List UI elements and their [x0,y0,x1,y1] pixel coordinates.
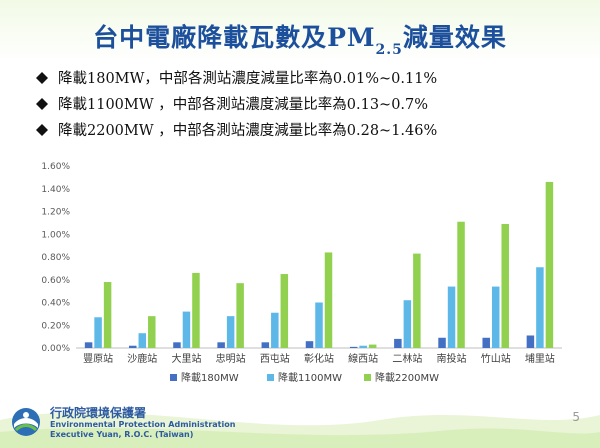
title-subscript: 2.5 [375,42,403,58]
x-tick-label: 竹山站 [481,352,511,365]
y-tick-label: 1.40% [41,185,70,195]
legend-label: 降載180MW [181,371,239,384]
title-tail: 減量效果 [402,23,507,52]
header-band [0,0,600,62]
bullet-text: 降載180MW，中部各測站濃度減量比率為0.01%~0.11% [58,71,438,87]
page-number: 5 [572,410,580,424]
x-tick-label: 西屯站 [260,352,290,365]
bar [526,335,535,348]
bar [94,317,102,348]
bar [349,346,358,348]
x-tick-label: 南投站 [437,352,467,365]
diamond-bullet-icon [36,72,48,84]
bar [545,181,554,348]
agency-name: 行政院環境保護署 [50,406,147,420]
epa-logo-icon [12,408,40,436]
agency-english-name: Environmental Protection Administration [50,420,236,429]
bullet-item: 降載2200MW ，中部各測站濃度減量比率為0.28~1.46% [36,118,596,144]
x-tick-label: 線西站 [348,352,378,365]
bullet-text: 降載1100MW ，中部各測站濃度減量比率為0.13~0.7% [58,97,429,113]
bar [413,253,421,348]
legend-label: 降載2200MW [375,371,439,384]
bar [482,337,490,348]
bar [359,345,367,348]
bar [182,311,191,348]
bar [536,267,544,348]
y-tick-label: 0.60% [41,276,70,286]
y-tick-label: 1.20% [41,208,70,218]
bullet-item: 降載1100MW ，中部各測站濃度減量比率為0.13~0.7% [36,92,596,118]
bar [501,224,509,348]
agency-english-subtitle: Executive Yuan, R.O.C. (Taiwan) [50,430,194,439]
diamond-bullet-icon [36,124,48,136]
y-tick-label: 0.40% [41,299,70,309]
bar [438,337,446,348]
x-tick-label: 二林站 [392,352,422,365]
bar [324,252,333,348]
bar [148,316,156,348]
bar [305,341,314,348]
bar [491,286,500,348]
y-tick-label: 0.20% [41,321,70,331]
bar [280,274,289,348]
title-main: 台中電廠降載瓦數及PM [93,23,376,52]
bar [447,286,456,348]
y-tick-label: 1.00% [41,230,70,240]
bullet-item: 降載180MW，中部各測站濃度減量比率為0.01%~0.11% [36,66,596,92]
bar [403,300,412,348]
bullet-text: 降載2200MW ，中部各測站濃度減量比率為0.28~1.46% [58,123,438,139]
x-tick-label: 豐原站 [83,352,113,365]
bar [261,342,270,348]
diamond-bullet-icon [36,98,48,110]
bar [457,221,465,348]
legend-swatch [267,374,274,381]
x-tick-label: 沙鹿站 [127,352,157,365]
bar [192,272,200,348]
legend-swatch [170,374,177,381]
bar [138,333,147,348]
slide-title: 台中電廠降載瓦數及PM2.5減量效果 [0,18,600,58]
reduction-bar-chart: 0.00% 0.20% 0.40% 0.60% 0.80% 1.00% 1.20% 1.40%… [41,162,562,384]
bar [315,302,323,348]
bar [226,316,235,348]
bar [368,344,377,348]
bar [84,342,93,348]
bar [271,312,279,348]
x-tick-label: 埔里站 [525,352,555,365]
x-tick-label: 彰化站 [304,352,334,365]
bar [103,282,112,348]
y-tick-label: 0.00% [41,344,70,354]
bar [236,283,244,348]
bullet-list: 降載180MW，中部各測站濃度減量比率為0.01%~0.11% 降載1100MW… [36,66,596,144]
bar [173,342,181,348]
bar [129,345,137,348]
y-tick-label: 0.80% [41,253,70,263]
x-tick-label: 大里站 [171,352,201,365]
bar [217,342,225,348]
y-tick-label: 1.60% [41,162,70,172]
legend-swatch [364,374,371,381]
legend-label: 降載1100MW [278,371,342,384]
bar [394,338,402,348]
x-tick-label: 忠明站 [216,352,246,365]
